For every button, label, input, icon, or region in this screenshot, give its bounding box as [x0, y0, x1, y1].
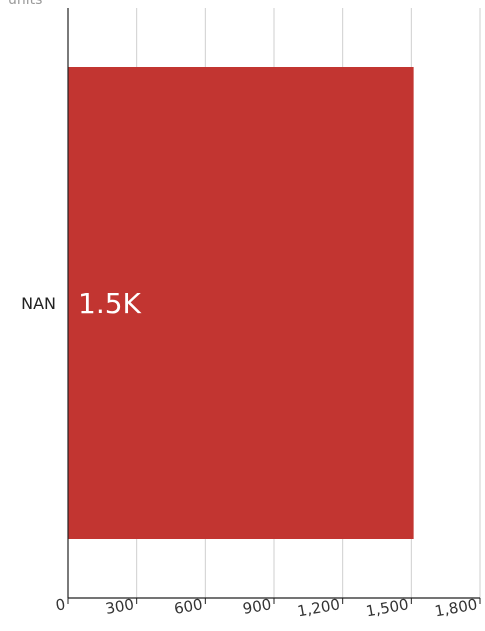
x-tick-label-1: 300: [104, 595, 135, 618]
x-tick-label-5: 1,500: [365, 595, 410, 620]
bar-0: [68, 67, 414, 539]
x-tick-label-3: 900: [241, 595, 272, 618]
bars: 1.5K: [68, 67, 414, 539]
x-tick-label-0: 0: [54, 595, 67, 614]
x-tick-label-6: 1,800: [433, 595, 478, 620]
x-tick-label-2: 600: [173, 595, 204, 618]
x-tick-label-4: 1,200: [296, 595, 341, 620]
x-axis-title: units: [8, 0, 42, 8]
category-label-0: NAN: [21, 294, 56, 313]
bar-value-label-0: 1.5K: [78, 287, 142, 320]
